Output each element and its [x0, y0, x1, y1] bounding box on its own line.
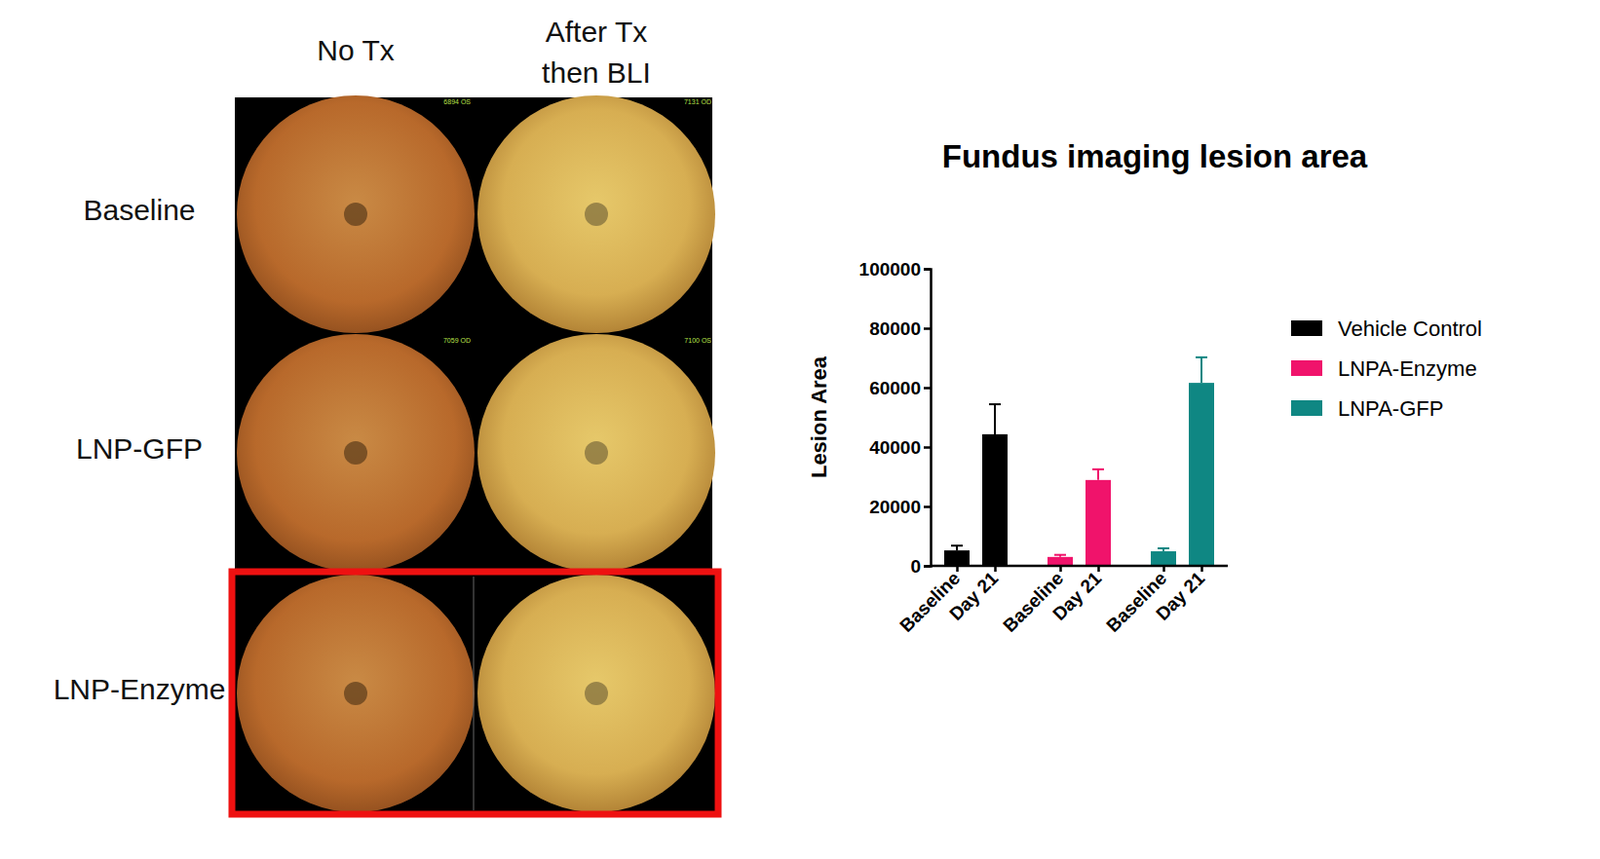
- fundus-image: [477, 574, 716, 813]
- row-label: LNP-GFP: [76, 432, 203, 465]
- fundus-disc: [236, 574, 475, 813]
- error-stem: [1097, 469, 1100, 481]
- column-header: No Tx: [316, 34, 394, 67]
- y-tick-mark: [923, 386, 931, 390]
- error-cap: [1157, 547, 1170, 550]
- error-bar: [1054, 555, 1067, 558]
- bar: [1150, 551, 1177, 567]
- image-background: [234, 574, 717, 813]
- legend-swatch: [1291, 320, 1323, 337]
- error-stem: [993, 404, 996, 435]
- y-tick-mark: [923, 446, 931, 450]
- bar: [982, 434, 1008, 567]
- legend-label: LNPA-Enzyme: [1337, 356, 1478, 381]
- y-axis-line: [923, 269, 932, 568]
- bar-chart: Fundus imaging lesion area Lesion Area 0 20…: [806, 138, 1483, 637]
- fundus-image: [236, 574, 475, 813]
- optic-disc: [584, 441, 609, 465]
- image-panel: 6894 OS 7131 OD 7059 OD 7100 OS No Tx After T…: [53, 15, 719, 815]
- column-header: After Tx: [545, 15, 648, 48]
- error-cap: [989, 403, 1001, 406]
- optic-disc: [584, 202, 609, 227]
- y-axis: 0 20000 40000 60000 80000 100000: [859, 259, 932, 577]
- legend-swatch: [1291, 400, 1323, 417]
- y-tick-label: 100000: [859, 259, 921, 280]
- figure: 6894 OS 7131 OD 7059 OD 7100 OS No Tx After T…: [0, 0, 1600, 859]
- x-tick-mark: [1200, 566, 1204, 572]
- chart-title: Fundus imaging lesion area: [942, 138, 1369, 175]
- x-tick: Day 21: [1151, 566, 1209, 625]
- y-tick: 40000: [869, 437, 931, 458]
- y-tick-mark: [923, 327, 931, 331]
- image-id: 7059 OD: [443, 337, 471, 344]
- x-tick-label: Day 21: [1048, 568, 1105, 625]
- bars: [944, 357, 1215, 567]
- y-tick-mark: [923, 505, 931, 509]
- legend: Vehicle Control LNPA-Enzyme LNPA-GFP: [1291, 316, 1483, 421]
- y-tick: 20000: [869, 496, 931, 518]
- error-cap: [951, 544, 963, 547]
- x-tick-label: Day 21: [1151, 568, 1209, 625]
- image-id: 7100 OS: [684, 337, 712, 344]
- x-tick-mark: [993, 566, 997, 572]
- y-tick-label: 60000: [869, 378, 921, 399]
- y-tick: 80000: [869, 318, 931, 340]
- row-label: Baseline: [82, 193, 195, 227]
- fundus-disc: [236, 334, 475, 572]
- y-tick: 60000: [869, 378, 931, 399]
- error-bar: [1195, 357, 1208, 383]
- row-label: LNP-Enzyme: [53, 673, 227, 706]
- x-tick-mark: [955, 566, 959, 572]
- image-divider: [473, 576, 475, 811]
- column-header: then BLI: [541, 56, 651, 89]
- bar: [1047, 557, 1073, 567]
- y-tick-label: 20000: [869, 496, 921, 518]
- error-bar: [951, 545, 963, 551]
- y-tick: 100000: [859, 259, 931, 280]
- x-axis: BaselineDay 21BaselineDay 21BaselineDay …: [895, 566, 1228, 637]
- fundus-image: 6894 OS: [236, 95, 475, 334]
- fundus-disc: [477, 574, 716, 813]
- bar: [944, 550, 970, 567]
- fundus-disc: [236, 95, 475, 334]
- legend-label: LNPA-GFP: [1337, 396, 1444, 421]
- y-tick-label: 80000: [869, 318, 921, 340]
- error-cap: [1092, 468, 1105, 471]
- y-tick-label: 0: [910, 556, 921, 577]
- error-bar: [1157, 548, 1170, 552]
- x-tick: Day 21: [1048, 566, 1105, 625]
- optic-disc: [584, 682, 609, 706]
- error-bar: [989, 404, 1001, 435]
- image-id: 7131 OD: [684, 98, 712, 106]
- fundus-disc: [477, 334, 716, 572]
- x-tick-mark: [1097, 566, 1101, 572]
- error-cap: [1054, 554, 1067, 557]
- bar: [1085, 480, 1111, 567]
- y-tick-mark: [923, 267, 931, 271]
- y-tick-label: 40000: [869, 437, 921, 458]
- error-bar: [1092, 469, 1105, 481]
- y-tick: 0: [910, 556, 931, 577]
- x-tick-mark: [1059, 566, 1063, 572]
- legend-swatch: [1291, 360, 1323, 377]
- image-id: 6894 OS: [443, 98, 471, 106]
- fundus-image: 7100 OS: [477, 334, 716, 572]
- fundus-image: 7059 OD: [236, 334, 475, 572]
- legend-label: Vehicle Control: [1337, 316, 1483, 342]
- error-stem: [1200, 357, 1203, 383]
- optic-disc: [343, 441, 368, 465]
- optic-disc: [343, 202, 368, 227]
- x-tick-mark: [1162, 566, 1166, 572]
- y-tick-mark: [923, 565, 931, 569]
- y-axis-title: Lesion Area: [806, 355, 832, 479]
- error-cap: [1195, 356, 1208, 359]
- x-tick: Day 21: [945, 566, 1002, 625]
- highlight-box: [231, 571, 719, 815]
- fundus-disc: [477, 95, 716, 334]
- fundus-image: 7131 OD: [477, 95, 716, 334]
- x-axis-line: [930, 565, 1228, 569]
- x-tick-label: Day 21: [945, 568, 1002, 625]
- optic-disc: [343, 682, 368, 706]
- bar: [1188, 382, 1215, 567]
